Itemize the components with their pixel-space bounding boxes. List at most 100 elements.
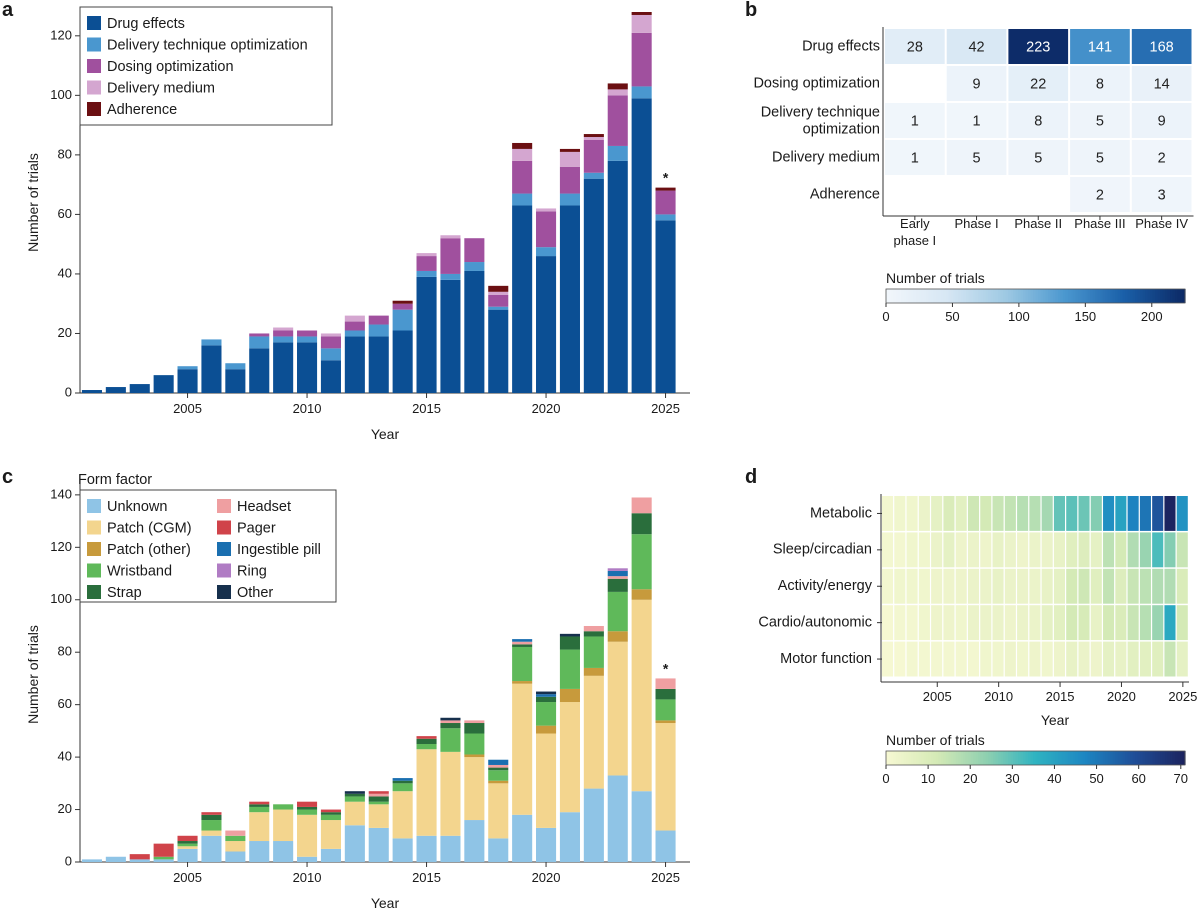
colorbar-step — [1092, 751, 1096, 765]
heat-cell — [1164, 568, 1176, 604]
bar-segment — [416, 276, 437, 393]
row-label: Delivery technique — [761, 104, 880, 120]
bar-segment — [559, 166, 580, 194]
heat-cell — [906, 496, 918, 531]
bar-segment — [583, 139, 604, 173]
bar-segment — [368, 793, 389, 797]
colorbar-frame — [885, 750, 1186, 766]
bar-segment — [655, 220, 676, 393]
colorbar-step — [980, 289, 984, 303]
bar-segment — [392, 778, 413, 781]
heat-cell — [882, 532, 894, 568]
bar-segment — [559, 148, 580, 152]
cell-value: 1 — [911, 150, 919, 166]
colorbar-step — [1120, 751, 1124, 765]
legend-label: Delivery medium — [107, 81, 215, 97]
bar-segment — [464, 238, 485, 263]
colorbar-tick-label: 0 — [882, 309, 889, 324]
heat-cell — [1017, 641, 1029, 677]
colorbar-step — [1180, 751, 1184, 765]
panel-c: c 0 20 40 60 80 100 120 140 2005 2010 2015 2020 2025 Y… — [2, 466, 690, 911]
bar-segment — [177, 835, 198, 842]
y-axis-title: Number of trials — [25, 153, 41, 252]
colorbar-step — [1147, 289, 1151, 303]
heat-cell — [955, 532, 967, 568]
colorbar-title: Number of trials — [886, 732, 985, 748]
heat-cell — [1127, 568, 1139, 604]
heat-cell — [1164, 496, 1176, 531]
y-tick-label: 100 — [50, 87, 72, 102]
cell-value: 1 — [911, 113, 919, 129]
legend-swatch — [217, 520, 231, 535]
colorbar-step — [1030, 751, 1034, 765]
y-tick-label: 40 — [58, 265, 72, 280]
colorbar-tick-label: 10 — [921, 771, 935, 786]
colorbar-step — [1092, 289, 1096, 303]
heat-cell — [882, 496, 894, 531]
bar-segment — [440, 723, 461, 729]
col-label: phase I — [894, 233, 937, 248]
colorbar-step — [886, 289, 890, 303]
colorbar-step — [1045, 751, 1049, 765]
bar-segment — [273, 330, 294, 337]
colorbar-step — [943, 289, 947, 303]
colorbar-step — [1028, 289, 1032, 303]
heat-cell — [1053, 568, 1065, 604]
cell-value: 2 — [1158, 150, 1166, 166]
heat-cell — [1053, 532, 1065, 568]
bar-segment — [225, 363, 246, 370]
legend-label: Wristband — [107, 564, 172, 580]
colorbar-step — [895, 289, 900, 303]
colorbar-step — [940, 751, 944, 765]
colorbar-step — [1110, 751, 1114, 765]
heat-cell — [1053, 605, 1065, 641]
row-label: Dosing optimization — [753, 75, 880, 91]
bar-segment — [488, 838, 509, 862]
heat-cell — [882, 641, 894, 677]
bar-segment — [559, 688, 580, 703]
bar-segment — [249, 841, 270, 862]
colorbar-step — [1000, 751, 1004, 765]
bar-segment — [631, 599, 652, 792]
bar-segment — [559, 636, 580, 650]
bar-segment — [440, 235, 461, 239]
colorbar-tick-label: 50 — [945, 309, 959, 324]
row-label: Sleep/circadian — [773, 542, 872, 558]
bar-segment — [177, 841, 198, 844]
colorbar-step — [1030, 289, 1034, 303]
heat-cell — [882, 605, 894, 641]
colorbar-step — [1172, 751, 1176, 765]
y-tick-label: 60 — [58, 696, 72, 711]
colorbar-step — [1137, 751, 1141, 765]
bar-segment — [488, 306, 509, 310]
heat-cell — [1029, 496, 1041, 531]
heat-cell — [992, 532, 1004, 568]
row-label: Delivery medium — [772, 149, 880, 165]
colorbar-step — [1135, 751, 1139, 765]
bar-segment — [655, 699, 676, 721]
heat-cell — [955, 641, 967, 677]
colorbar-step — [938, 751, 942, 765]
heat-cell — [931, 605, 943, 641]
heat-cell — [1127, 496, 1139, 531]
bar-segment — [320, 360, 341, 393]
colorbar-step — [1137, 289, 1141, 303]
colorbar-step — [1072, 751, 1076, 765]
row-label: Drug effects — [802, 38, 880, 54]
bar-segment — [249, 812, 270, 842]
bar-segment — [631, 534, 652, 590]
bar-segment — [559, 702, 580, 813]
colorbar-step — [1102, 289, 1106, 303]
heat-cell — [931, 532, 943, 568]
heat-cell — [967, 532, 980, 568]
bar-segment — [607, 568, 628, 571]
bar-segment — [631, 497, 652, 514]
bar-segment — [583, 788, 604, 862]
bar-segment — [655, 723, 676, 831]
heat-cell — [1008, 103, 1069, 138]
legend-swatch — [87, 59, 101, 73]
colorbar-step — [960, 751, 964, 765]
colorbar-tick-label: 70 — [1174, 771, 1188, 786]
cell-value: 141 — [1088, 39, 1112, 55]
colorbar-step — [1100, 751, 1104, 765]
